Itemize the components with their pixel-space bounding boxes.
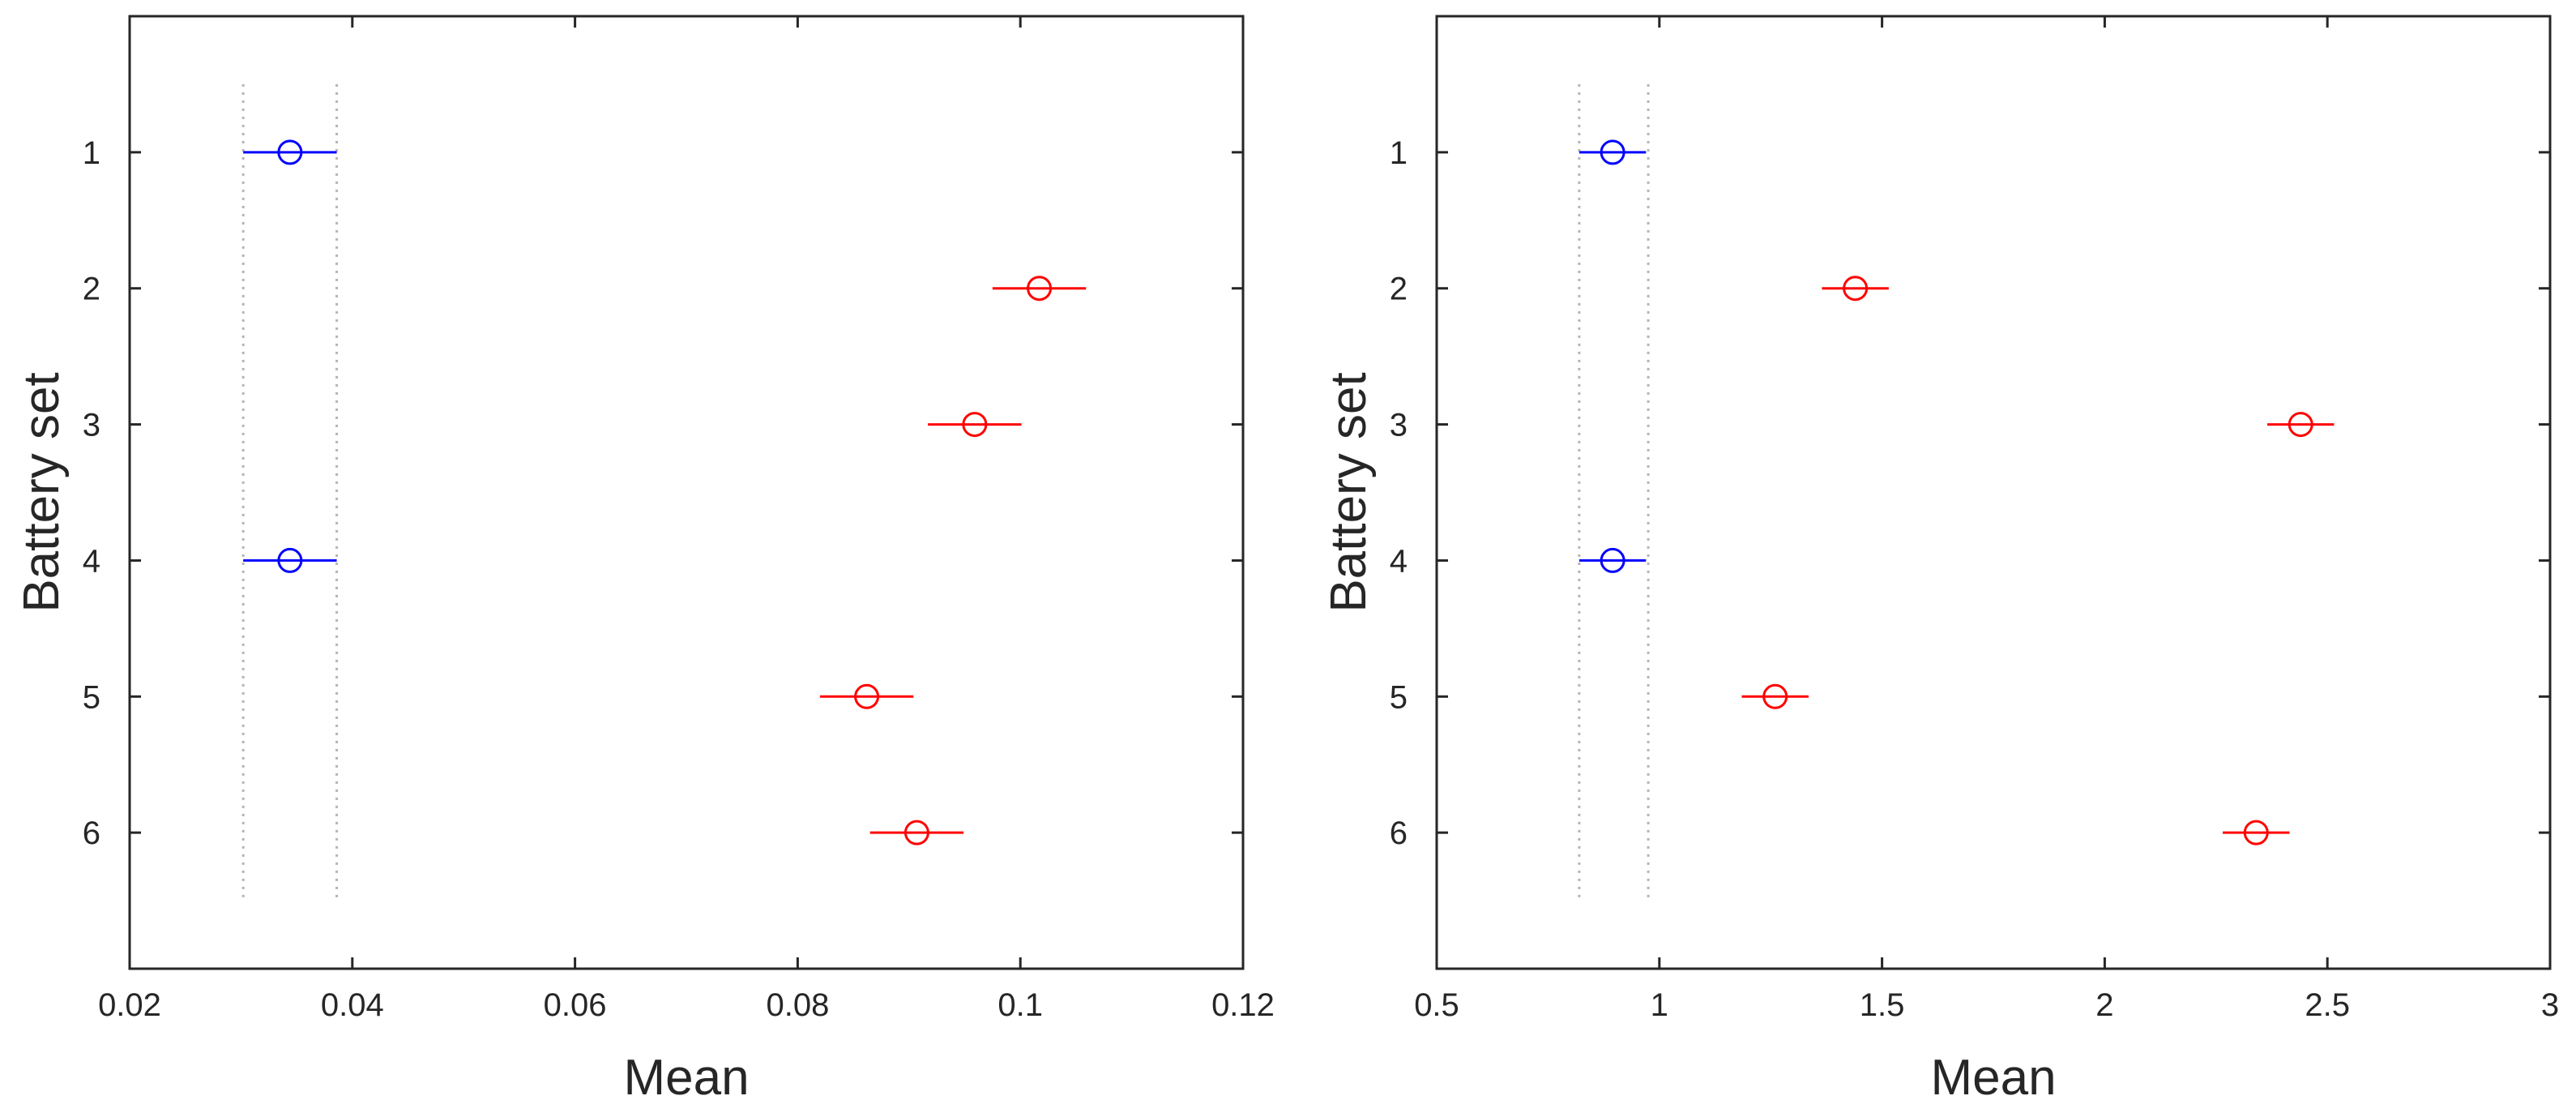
y-axis-label: Battery set (1321, 372, 1377, 612)
x-tick-label: 3 (2541, 987, 2559, 1023)
y-tick-label: 6 (1390, 815, 1408, 851)
data-point (1762, 683, 1788, 709)
data-point (1843, 276, 1869, 302)
x-tick-label: 1 (1651, 987, 1668, 1023)
data-point (962, 412, 988, 438)
x-tick-label: 1.5 (1860, 987, 1905, 1023)
y-tick-label: 4 (1390, 543, 1408, 579)
y-tick-label: 5 (83, 679, 100, 715)
y-tick-label: 3 (83, 408, 100, 443)
data-point (2243, 820, 2269, 845)
data-point (1600, 139, 1625, 165)
x-tick-label: 0.04 (321, 987, 384, 1023)
x-axis-label: Mean (1930, 1050, 2056, 1106)
data-point (277, 139, 303, 165)
x-tick-label: 0.02 (98, 987, 161, 1023)
y-tick-label: 2 (1390, 272, 1408, 307)
data-point (277, 547, 303, 573)
x-axis-label: Mean (623, 1050, 749, 1106)
data-point (854, 683, 880, 709)
x-tick-label: 2.5 (2305, 987, 2350, 1023)
y-tick-label: 1 (83, 135, 100, 171)
x-tick-label: 2 (2095, 987, 2113, 1023)
x-tick-label: 0.1 (998, 987, 1043, 1023)
data-point (1027, 276, 1053, 302)
x-tick-label: 0.06 (544, 987, 607, 1023)
x-tick-label: 0.5 (1414, 987, 1459, 1023)
data-point (904, 820, 929, 845)
y-tick-label: 2 (83, 272, 100, 307)
y-tick-label: 4 (83, 543, 100, 579)
y-tick-label: 3 (1390, 408, 1408, 443)
y-tick-label: 1 (1390, 135, 1408, 171)
data-point (2288, 412, 2313, 438)
axes-frame (128, 15, 1245, 970)
y-axis-label: Battery set (14, 372, 70, 612)
axes-frame (1435, 15, 2552, 970)
right-panel: 0.5 1 1.5 2 2.5 3 1 2 3 4 5 6 Mean Battery set (1321, 15, 2559, 1106)
x-tick-label: 0.08 (766, 987, 829, 1023)
y-tick-label: 5 (1390, 679, 1408, 715)
y-tick-label: 6 (83, 815, 100, 851)
x-tick-label: 0.12 (1211, 987, 1275, 1023)
data-point (1600, 547, 1625, 573)
left-panel: 0.02 0.04 0.06 0.08 0.1 0.12 1 2 3 4 5 6 Mean Battery… (14, 15, 1275, 1106)
